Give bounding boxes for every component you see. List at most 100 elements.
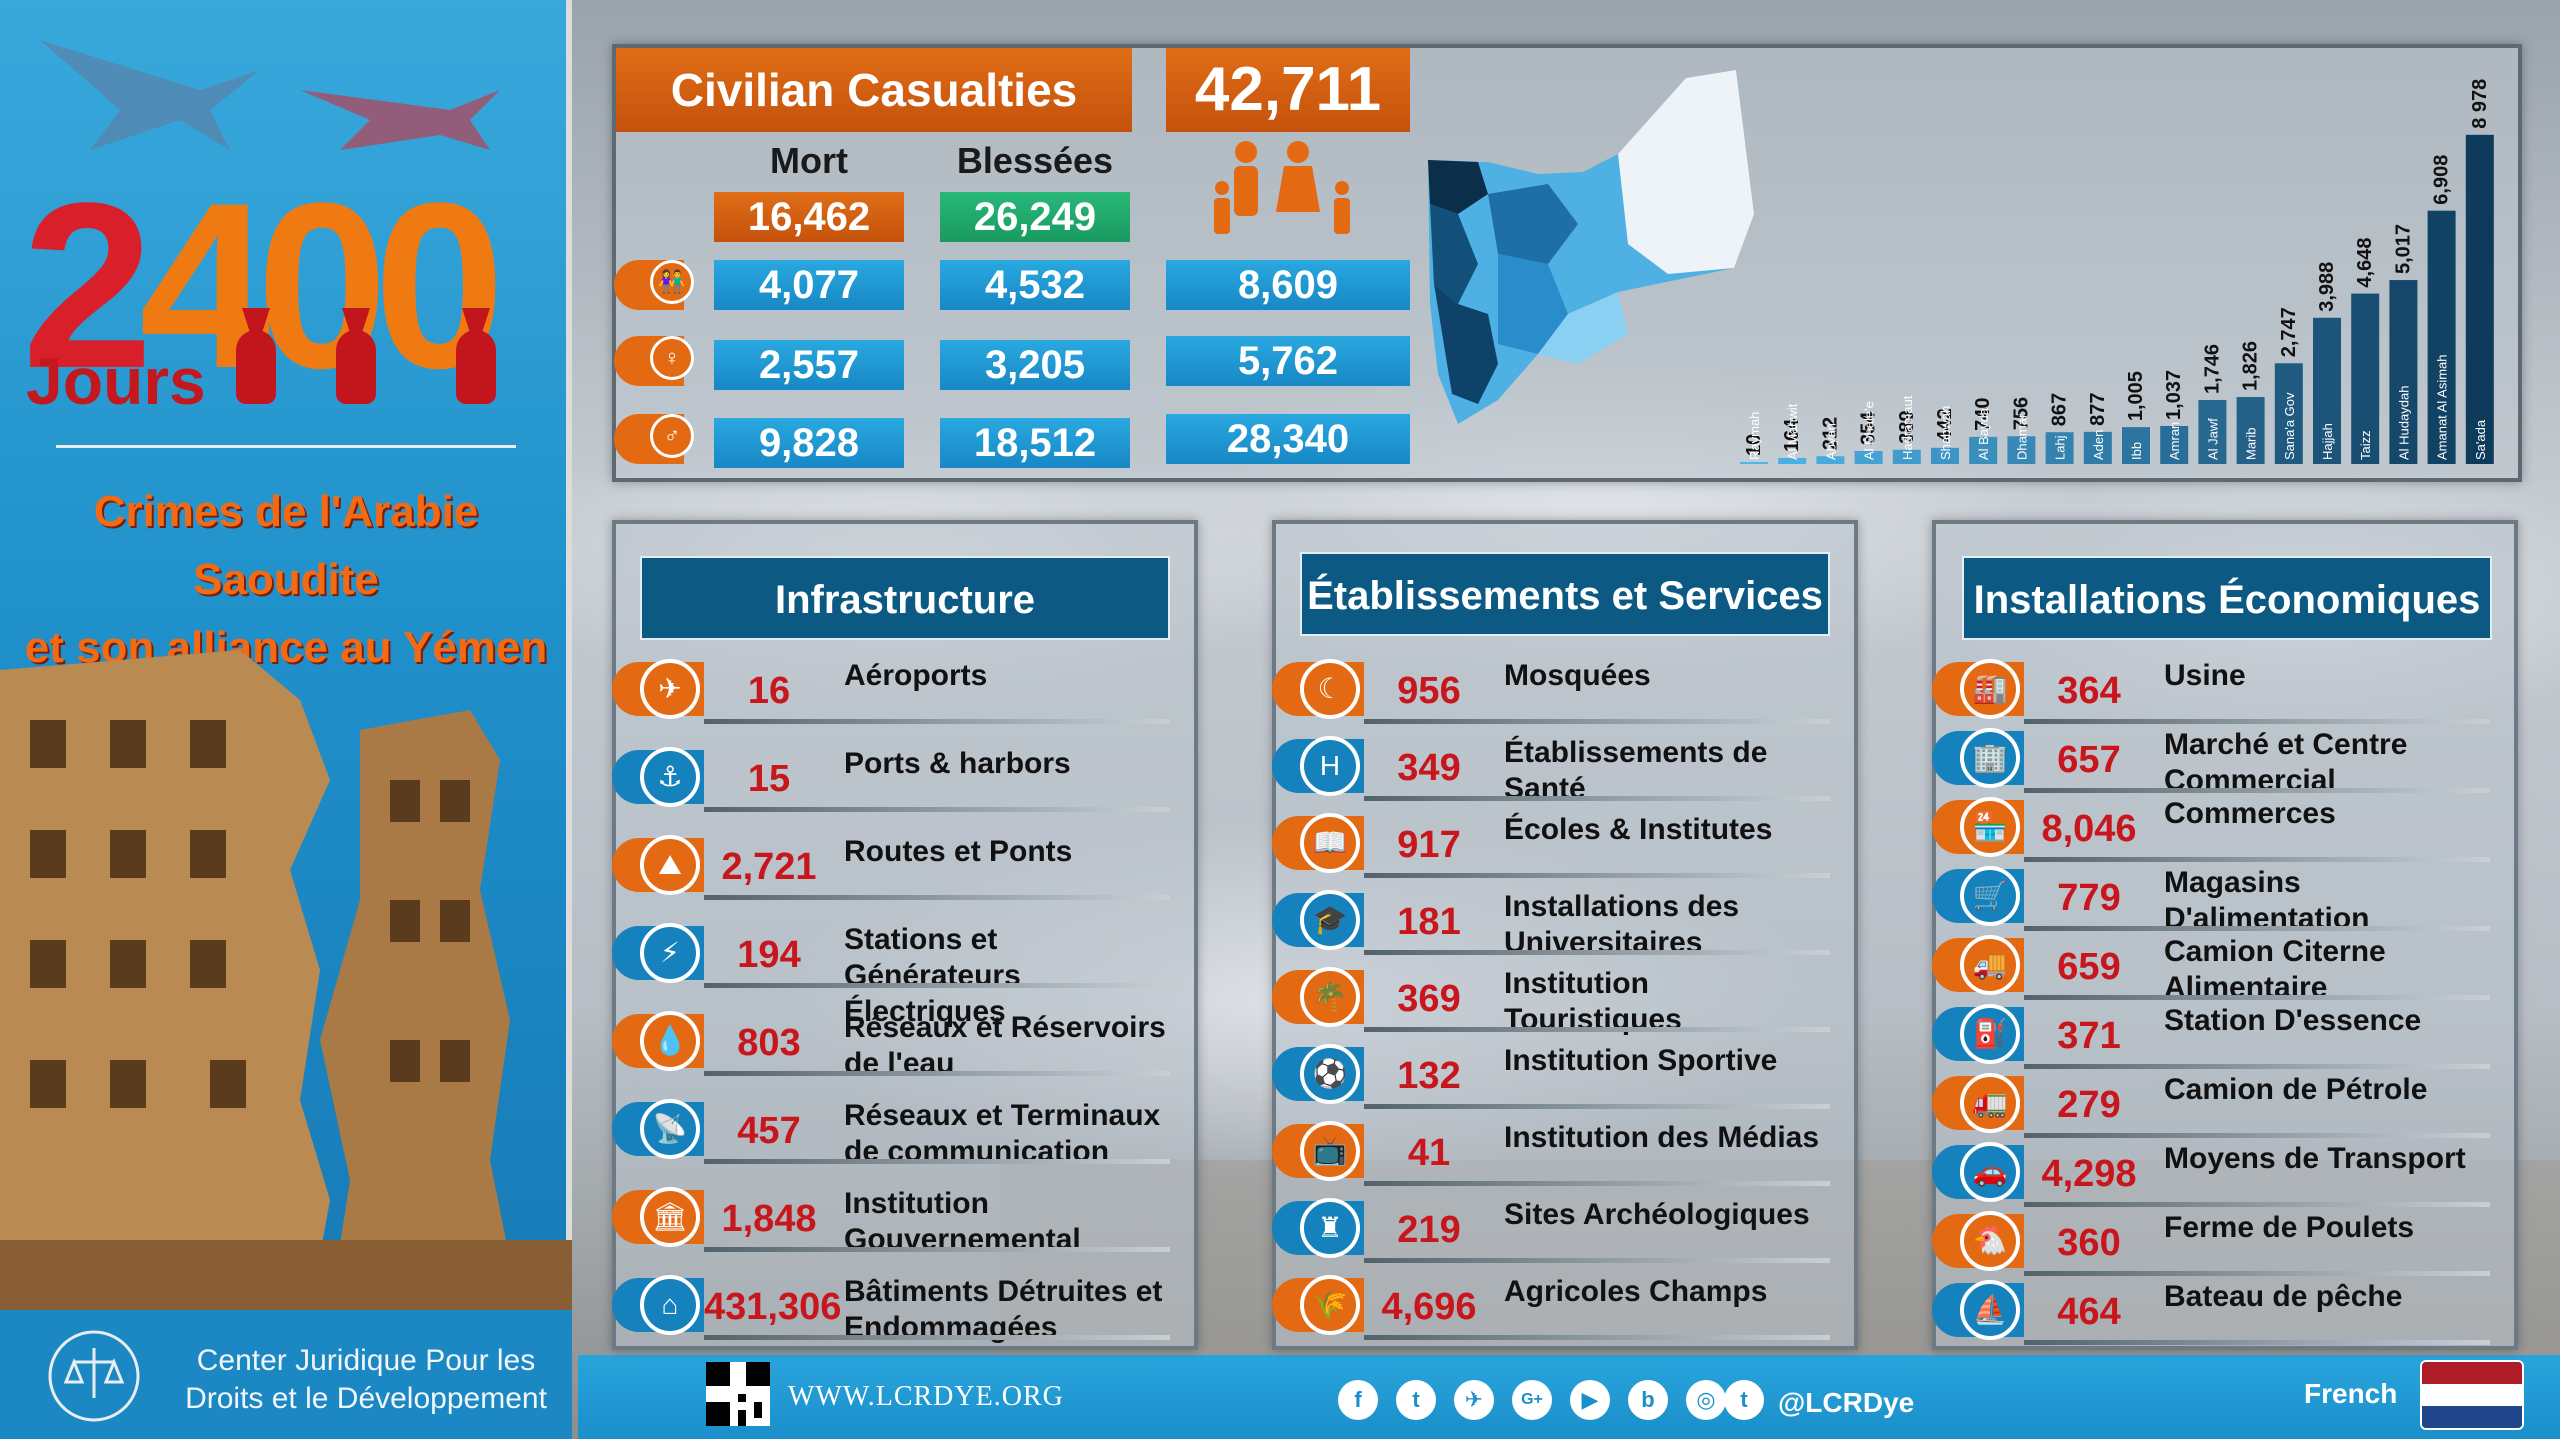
item-value: 457 [737,1110,801,1152]
mosque-crescent-icon: ☾ [1300,659,1360,719]
bar-category-label: Ibb [2129,442,2144,460]
youtube-icon[interactable]: ▶ [1570,1380,1610,1420]
twitter-icon[interactable]: t [1396,1380,1436,1420]
website-link[interactable]: WWW.LCRDYE.ORG [788,1381,1064,1412]
bar-7 [2007,436,2036,464]
school-book-icon: 📖 [1300,813,1360,873]
facebook-icon[interactable]: f [1338,1380,1378,1420]
days-digit-1: 2 [22,154,153,418]
services-item: ⚽ 132 Institution Sportive [1272,1039,1830,1113]
days-label: Jours [26,344,206,418]
infrastructure-item: 🏛 1,848 Institution Gouvernemental [612,1182,1170,1256]
bar-value-label: 867 [2049,393,2071,426]
item-value: 956 [1397,670,1461,712]
telegram-icon[interactable]: ✈ [1454,1380,1494,1420]
column-dead-header: Mort [770,140,848,181]
economic-item: 🚛 279 Camion de Pétrole [1932,1068,2490,1142]
google-plus-icon[interactable]: G+ [1512,1380,1552,1420]
item-underline [1364,1258,1830,1263]
bar-category-label: Lahj [2053,435,2068,460]
item-underline [2024,788,2490,793]
flag-icon [2420,1360,2524,1430]
bar-16 [2351,293,2380,464]
item-value: 2,721 [721,846,817,888]
item-value: 132 [1397,1055,1461,1097]
tower-icon: ♜ [1300,1198,1360,1258]
children-injured: 4,532 [940,260,1130,310]
language-label: French [2304,1378,2398,1409]
bar-value-label: 10 [1743,434,1765,456]
bar-value-label: 212 [1819,417,1841,450]
tanker-truck-icon: 🚛 [1960,1073,2020,1133]
bar-category-label: Sa'ada [2473,419,2488,460]
food-truck-icon: 🚚 [1960,935,2020,995]
item-value: 41 [1407,1132,1451,1174]
services-item: 🎓 181 Installations des Universitaires [1272,885,1830,959]
bar-4 [1892,449,1921,464]
palm-tree-icon: 🌴 [1300,967,1360,1027]
infrastructure-title: Infrastructure [640,556,1170,640]
economic-item: 🚗 4,298 Moyens de Transport [1932,1137,2490,1211]
infrastructure-item: ⚡ 194 Stations et Générateurs Électriques [612,918,1170,1028]
subtitle: Crimes de l'Arabie Saoudite et son allia… [14,478,558,682]
water-icon: 💧 [640,1011,700,1071]
bar-category-label: Al Dhale'e [1862,401,1877,460]
women-injured: 3,205 [940,340,1130,390]
item-value: 917 [1397,824,1461,866]
qr-code-icon[interactable] [706,1362,770,1426]
fuel-pump-icon: ⛽ [1960,1004,2020,1064]
bar-category-label: Raymah [1747,412,1762,460]
bar-category-label: Al Bayda [1976,407,1991,460]
bar-category-label: Hadramaut [1900,395,1915,460]
bar-value-label: 3,988 [2316,262,2338,312]
org-name-line-1: Center Juridique Pour les [196,1344,536,1377]
item-value: 659 [2057,946,2121,988]
item-underline [704,895,1170,900]
children-icon: 👫 [650,260,694,304]
injured-total: 26,249 [940,192,1130,242]
subtitle-line-1: Crimes de l'Arabie Saoudite [93,487,479,604]
women-total: 5,762 [1166,336,1410,386]
instagram-icon[interactable]: ◎ [1686,1380,1726,1420]
social-handle[interactable]: @LCRDye [1778,1387,1915,1418]
power-tower-icon: ⚡ [640,923,700,983]
item-underline [2024,1064,2490,1069]
blogger-icon[interactable]: b [1628,1380,1668,1420]
bar-15 [2313,317,2341,464]
organization-logo-icon [48,1330,140,1422]
services-item: 📖 917 Écoles & Institutes [1272,808,1830,882]
bar-category-label: Al Mahwit [1785,403,1800,460]
bar-13 [2236,397,2265,464]
bar-3 [1854,451,1883,464]
infrastructure-item: 📡 457 Réseaux et Terminaux de communicatio… [612,1094,1170,1168]
item-value: 15 [747,758,791,800]
divider [56,445,516,448]
airplane-icon: ✈ [640,659,700,719]
item-label: Ferme de Poulets [2164,1211,2415,1244]
item-underline [1364,1104,1830,1109]
bar-12 [2198,399,2227,464]
bar-category-label: Al Jawf [2205,418,2220,460]
stadium-icon: ⚽ [1300,1044,1360,1104]
bomb-icon [456,330,496,404]
bar-category-label: Marib [2244,427,2259,460]
item-label: Agricoles Champs [1504,1275,1768,1308]
bar-category-label: Hajjah [2320,423,2335,460]
men-injured: 18,512 [940,418,1130,468]
bar-category-label: Al Hudaydah [2396,386,2411,460]
tv-icon: 📺 [1300,1121,1360,1181]
item-value: 349 [1397,747,1461,789]
item-label: Mosquées [1504,659,1651,692]
item-value: 431,306 [704,1286,842,1328]
casualties-title: Civilian Casualties [616,48,1132,132]
item-underline [2024,926,2490,931]
tumblr-icon[interactable]: t [1724,1380,1764,1420]
infrastructure-item: ✈ 16 Aéroports [612,654,1170,728]
satellite-dish-icon: 📡 [640,1099,700,1159]
item-label: Écoles & Institutes [1504,813,1773,846]
item-underline [1364,1181,1830,1186]
bar-value-label: 877 [2087,392,2109,425]
item-underline [704,1159,1170,1164]
bar-category-label: Aden [2091,430,2106,460]
bar-category-label: Sana'a Gov [2282,392,2297,460]
